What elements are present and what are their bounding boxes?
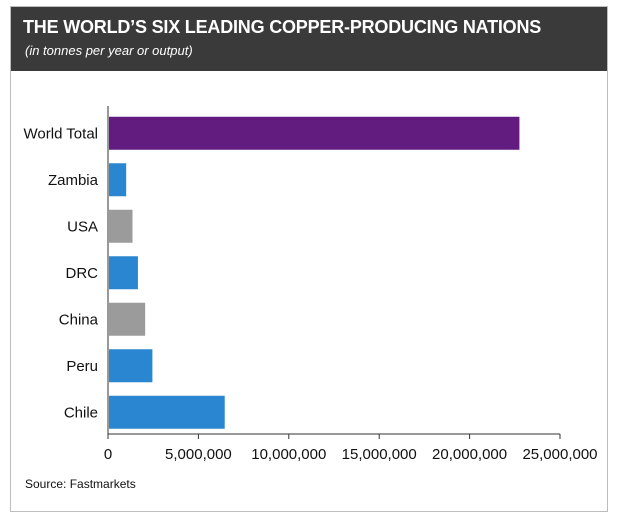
x-tick-label: 20,000,000 (432, 446, 507, 463)
bar-peru (109, 349, 153, 383)
category-label: China (59, 311, 99, 328)
bar-zambia (109, 163, 127, 197)
x-tick-label: 5,000,000 (165, 446, 232, 463)
category-label: DRC (66, 265, 99, 282)
bar-usa (109, 209, 133, 243)
chart-subtitle: (in tonnes per year or output) (25, 43, 193, 58)
x-tick-label: 25,000,000 (522, 446, 597, 463)
chart-title: THE WORLD’S SIX LEADING COPPER-PRODUCING… (23, 17, 542, 37)
bar-drc (109, 256, 138, 290)
category-label: Zambia (48, 172, 99, 189)
category-label: Chile (64, 404, 98, 421)
x-tick-label: 0 (104, 446, 112, 463)
category-label: World Total (24, 125, 98, 142)
x-tick-label: 10,000,000 (251, 446, 326, 463)
bar-china (109, 302, 146, 336)
bar-chile (109, 395, 225, 429)
bar-world-total (109, 116, 520, 150)
source-note: Source: Fastmarkets (25, 477, 136, 491)
category-label: USA (67, 218, 98, 235)
chart-header: THE WORLD’S SIX LEADING COPPER-PRODUCING… (11, 7, 607, 71)
x-tick-label: 15,000,000 (342, 446, 417, 463)
category-label: Peru (66, 358, 98, 375)
